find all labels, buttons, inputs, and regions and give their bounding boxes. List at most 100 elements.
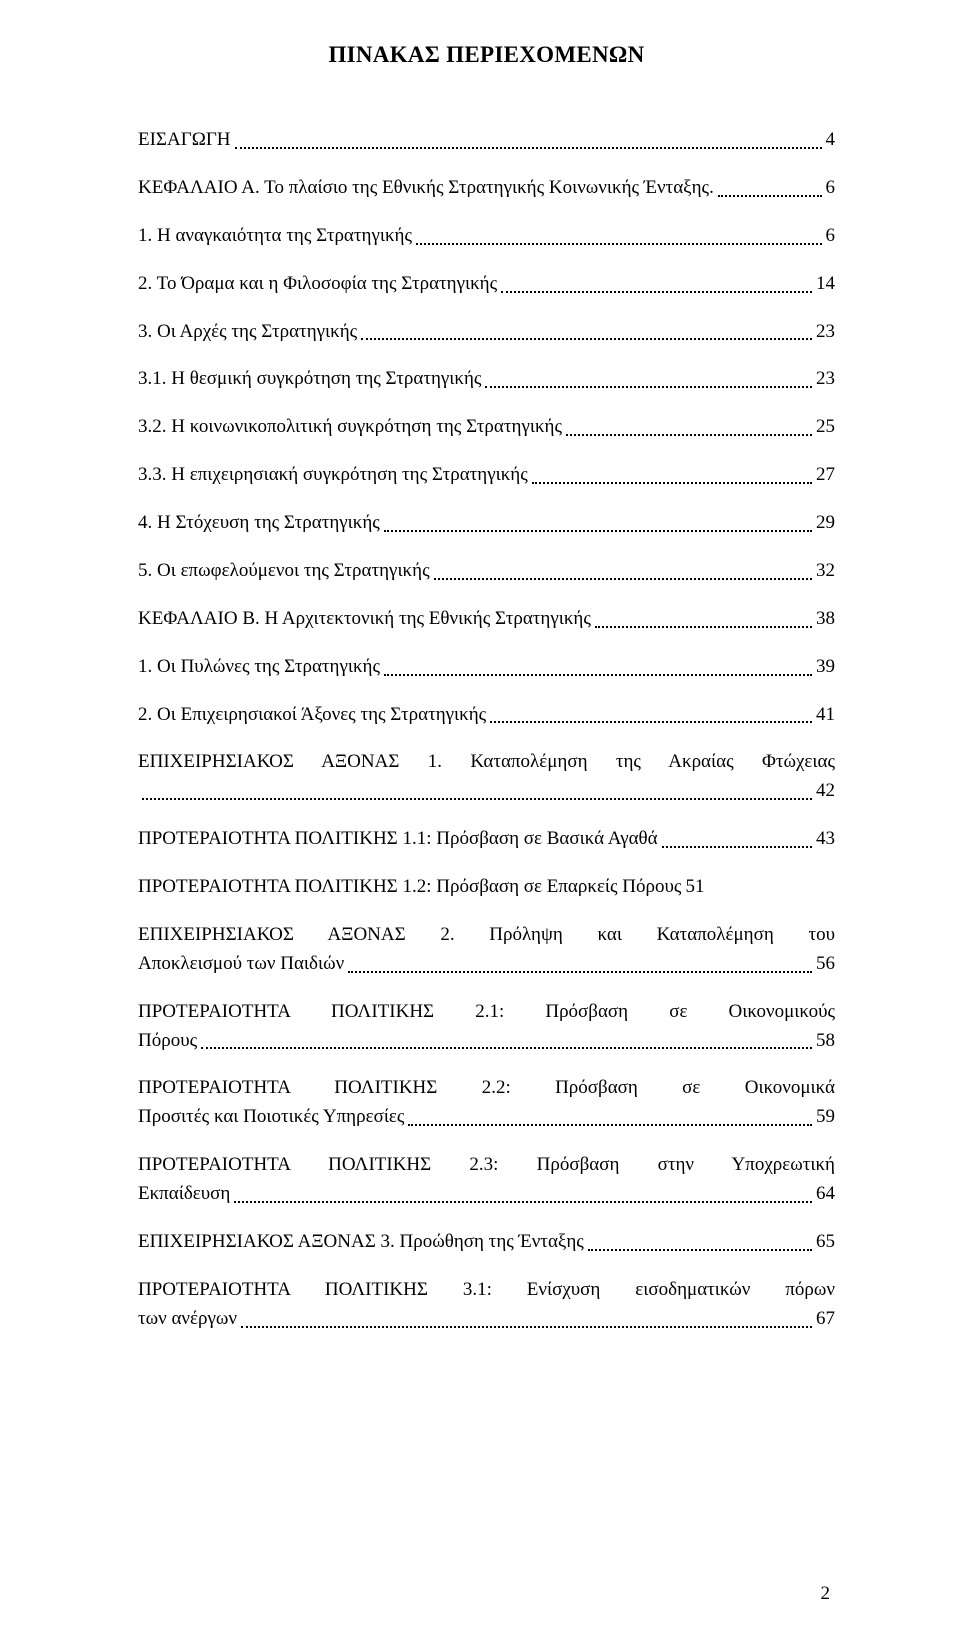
toc-entry-text-first: ΕΠΙΧΕΙΡΗΣΙΑΚΟΣ ΑΞΟΝΑΣ 2. Πρόληψη και Κατ… <box>138 921 835 950</box>
toc-entry-text: 5. Οι επωφελούμενοι της Στρατηγικής <box>138 557 430 586</box>
toc-leader <box>588 1237 812 1250</box>
toc-leader <box>718 183 822 196</box>
toc-entry: ΕΠΙΧΕΙΡΗΣΙΑΚΟΣ ΑΞΟΝΑΣ 3. Προώθηση της Έν… <box>138 1228 835 1257</box>
toc-leader <box>532 471 812 484</box>
toc-entry: ΚΕΦΑΛΑΙΟ Β. Η Αρχιτεκτονική της Εθνικής … <box>138 605 835 634</box>
toc-entry-page: 6 <box>826 174 836 203</box>
toc-entry-lastline: Εκπαίδευση 64 <box>138 1180 835 1209</box>
toc-leader <box>241 1314 812 1327</box>
toc-entry-page: 51 <box>685 873 704 902</box>
toc-leader <box>408 1113 812 1126</box>
toc-entry-text: 1. Η αναγκαιότητα της Στρατηγικής <box>138 222 412 251</box>
toc-entry: ΕΠΙΧΕΙΡΗΣΙΑΚΟΣ ΑΞΟΝΑΣ 2. Πρόληψη και Κατ… <box>138 921 835 979</box>
toc-entry-lastline: Πόρους 58 <box>138 1027 835 1056</box>
toc-leader <box>595 614 812 627</box>
toc-entry: 3.1. Η θεσμική συγκρότηση της Στρατηγική… <box>138 365 835 394</box>
toc-leader <box>384 518 812 531</box>
toc-entry-text-first: ΠΡΟΤΕΡΑΙΟΤΗΤΑ ΠΟΛΙΤΙΚΗΣ 3.1: Ενίσχυση ει… <box>138 1276 835 1305</box>
toc-entry-text: ΕΠΙΧΕΙΡΗΣΙΑΚΟΣ ΑΞΟΝΑΣ 3. Προώθηση της Έν… <box>138 1228 584 1257</box>
toc-entry: ΚΕΦΑΛΑΙΟ Α. Το πλαίσιο της Εθνικής Στρατ… <box>138 174 835 203</box>
toc-entry-text: 3.2. Η κοινωνικοπολιτική συγκρότηση της … <box>138 413 562 442</box>
toc-entry: ΠΡΟΤΕΡΑΙΟΤΗΤΑ ΠΟΛΙΤΙΚΗΣ 2.1: Πρόσβαση σε… <box>138 998 835 1056</box>
toc-entry-text-last: των ανέργων <box>138 1305 237 1334</box>
toc-entry-page: 6 <box>826 222 836 251</box>
toc-entry-text-last: Αποκλεισμού των Παιδιών <box>138 950 344 979</box>
toc-entry: 3.3. Η επιχειρησιακή συγκρότηση της Στρα… <box>138 461 835 490</box>
toc-entry: 1. Η αναγκαιότητα της Στρατηγικής 6 <box>138 222 835 251</box>
toc-entry-text: 3. Οι Αρχές της Στρατηγικής <box>138 318 357 347</box>
toc-entry-lastline: Προσιτές και Ποιοτικές Υπηρεσίες 59 <box>138 1103 835 1132</box>
toc-leader <box>416 231 822 244</box>
toc-entry-lastline: Αποκλεισμού των Παιδιών 56 <box>138 950 835 979</box>
toc-entry-text-last: Προσιτές και Ποιοτικές Υπηρεσίες <box>138 1103 404 1132</box>
toc-entry-text: 4. Η Στόχευση της Στρατηγικής <box>138 509 380 538</box>
toc-entry: ΠΡΟΤΕΡΑΙΟΤΗΤΑ ΠΟΛΙΤΙΚΗΣ 3.1: Ενίσχυση ει… <box>138 1276 835 1334</box>
toc-entry-text: 3.3. Η επιχειρησιακή συγκρότηση της Στρα… <box>138 461 528 490</box>
toc-entry-page: 23 <box>816 365 835 394</box>
toc-leader <box>566 423 812 436</box>
toc-entry-page: 25 <box>816 413 835 442</box>
toc-entry: ΠΡΟΤΕΡΑΙΟΤΗΤΑ ΠΟΛΙΤΙΚΗΣ 2.2: Πρόσβαση σε… <box>138 1074 835 1132</box>
document-page: ΠΙΝΑΚΑΣ ΠΕΡΙΕΧΟΜΕΝΩΝ ΕΙΣΑΓΩΓΗ 4 ΚΕΦΑΛΑΙΟ Α… <box>0 0 960 1643</box>
toc-entry-text: 2. Το Όραμα και η Φιλοσοφία της Στρατηγι… <box>138 270 497 299</box>
toc-leader <box>142 787 812 800</box>
toc-entry-text: ΠΡΟΤΕΡΑΙΟΤΗΤΑ ΠΟΛΙΤΙΚΗΣ 1.2: Πρόσβαση σε… <box>138 873 681 902</box>
toc-leader <box>234 1189 812 1202</box>
toc-entry-text: 3.1. Η θεσμική συγκρότηση της Στρατηγική… <box>138 365 481 394</box>
toc-leader <box>235 135 822 148</box>
toc-entry-text: ΕΙΣΑΓΩΓΗ <box>138 126 231 155</box>
toc-entry-page: 56 <box>816 950 835 979</box>
toc-entry: 2. Το Όραμα και η Φιλοσοφία της Στρατηγι… <box>138 270 835 299</box>
toc-entry-page: 64 <box>816 1180 835 1209</box>
toc-entry-page: 4 <box>826 126 836 155</box>
toc-entry-text-first: ΠΡΟΤΕΡΑΙΟΤΗΤΑ ΠΟΛΙΤΙΚΗΣ 2.3: Πρόσβαση στ… <box>138 1151 835 1180</box>
toc-entry: 3. Οι Αρχές της Στρατηγικής 23 <box>138 318 835 347</box>
toc-entry-text-first: ΕΠΙΧΕΙΡΗΣΙΑΚΟΣ ΑΞΟΝΑΣ 1. Καταπολέμηση τη… <box>138 748 835 777</box>
toc-entry-page: 59 <box>816 1103 835 1132</box>
toc-title: ΠΙΝΑΚΑΣ ΠΕΡΙΕΧΟΜΕΝΩΝ <box>138 42 835 68</box>
toc-leader <box>434 566 812 579</box>
toc-entry-page: 29 <box>816 509 835 538</box>
toc-entry-page: 38 <box>816 605 835 634</box>
page-number: 2 <box>821 1583 831 1605</box>
toc-leader <box>490 710 812 723</box>
toc-entry-page: 39 <box>816 653 835 682</box>
toc-entry: ΠΡΟΤΕΡΑΙΟΤΗΤΑ ΠΟΛΙΤΙΚΗΣ 2.3: Πρόσβαση στ… <box>138 1151 835 1209</box>
toc-leader <box>361 327 812 340</box>
toc-entry-page: 14 <box>816 270 835 299</box>
toc-entry-page: 67 <box>816 1305 835 1334</box>
toc-entry: 5. Οι επωφελούμενοι της Στρατηγικής 32 <box>138 557 835 586</box>
toc-entry-text-first: ΠΡΟΤΕΡΑΙΟΤΗΤΑ ΠΟΛΙΤΙΚΗΣ 2.1: Πρόσβαση σε… <box>138 998 835 1027</box>
toc-entry-text: ΠΡΟΤΕΡΑΙΟΤΗΤΑ ΠΟΛΙΤΙΚΗΣ 1.1: Πρόσβαση σε… <box>138 825 658 854</box>
toc-entry-page: 27 <box>816 461 835 490</box>
toc-entry-page: 58 <box>816 1027 835 1056</box>
table-of-contents: ΕΙΣΑΓΩΓΗ 4 ΚΕΦΑΛΑΙΟ Α. Το πλαίσιο της Εθνι… <box>138 126 835 1334</box>
toc-entry-text-last: Εκπαίδευση <box>138 1180 230 1209</box>
toc-entry-text: ΚΕΦΑΛΑΙΟ Α. Το πλαίσιο της Εθνικής Στρατ… <box>138 174 714 203</box>
toc-entry: 3.2. Η κοινωνικοπολιτική συγκρότηση της … <box>138 413 835 442</box>
toc-entry: ΕΙΣΑΓΩΓΗ 4 <box>138 126 835 155</box>
toc-entry-page: 23 <box>816 318 835 347</box>
toc-entry-text: 1. Οι Πυλώνες της Στρατηγικής <box>138 653 380 682</box>
toc-entry-lastline: των ανέργων 67 <box>138 1305 835 1334</box>
toc-entry-page: 41 <box>816 701 835 730</box>
toc-entry-text: ΚΕΦΑΛΑΙΟ Β. Η Αρχιτεκτονική της Εθνικής … <box>138 605 591 634</box>
toc-entry: ΠΡΟΤΕΡΑΙΟΤΗΤΑ ΠΟΛΙΤΙΚΗΣ 1.2: Πρόσβαση σε… <box>138 873 835 902</box>
toc-entry-text-last: Πόρους <box>138 1027 197 1056</box>
toc-entry-page: 42 <box>816 777 835 806</box>
toc-entry-text-first: ΠΡΟΤΕΡΑΙΟΤΗΤΑ ΠΟΛΙΤΙΚΗΣ 2.2: Πρόσβαση σε… <box>138 1074 835 1103</box>
toc-entry-lastline: 42 <box>138 777 835 806</box>
toc-entry-text: 2. Οι Επιχειρησιακοί Άξονες της Στρατηγι… <box>138 701 486 730</box>
toc-leader <box>384 662 812 675</box>
toc-leader <box>348 959 812 972</box>
toc-leader <box>485 375 812 388</box>
toc-entry-page: 43 <box>816 825 835 854</box>
toc-leader <box>501 279 812 292</box>
toc-entry: ΠΡΟΤΕΡΑΙΟΤΗΤΑ ΠΟΛΙΤΙΚΗΣ 1.1: Πρόσβαση σε… <box>138 825 835 854</box>
toc-entry: 1. Οι Πυλώνες της Στρατηγικής 39 <box>138 653 835 682</box>
toc-entry-page: 32 <box>816 557 835 586</box>
toc-leader <box>662 835 812 848</box>
toc-entry: 2. Οι Επιχειρησιακοί Άξονες της Στρατηγι… <box>138 701 835 730</box>
toc-entry-page: 65 <box>816 1228 835 1257</box>
toc-leader <box>201 1036 812 1049</box>
